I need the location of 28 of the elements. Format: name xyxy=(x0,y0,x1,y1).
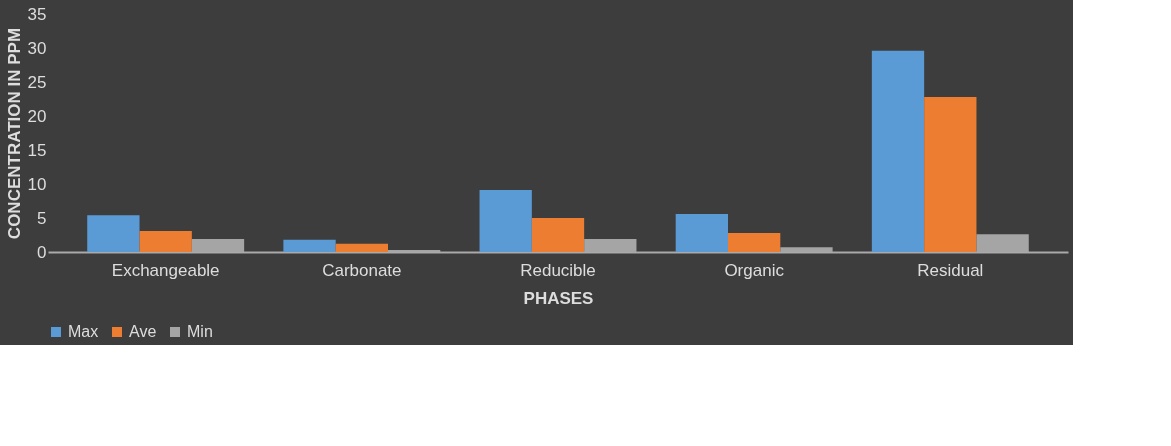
bar xyxy=(728,232,781,252)
bar xyxy=(283,239,336,252)
y-tick-label: 25 xyxy=(27,72,47,92)
legend-label: Max xyxy=(68,323,99,340)
y-tick-label: 0 xyxy=(37,242,47,262)
y-tick-label: 35 xyxy=(27,4,47,24)
x-tick-label: Reducible xyxy=(520,260,596,280)
x-tick-label: Carbonate xyxy=(322,260,402,280)
y-axis-title: CONCENTRATION IN PPM xyxy=(4,27,24,240)
bar xyxy=(531,218,585,252)
y-tick-label: 10 xyxy=(27,174,47,194)
bar xyxy=(479,190,532,252)
bar xyxy=(139,230,192,252)
x-tick-label: Exchangeable xyxy=(111,260,220,280)
y-tick-label: 15 xyxy=(27,140,47,160)
bar xyxy=(675,213,728,252)
x-tick-label: Residual xyxy=(917,260,984,280)
y-tick-label: 5 xyxy=(37,208,47,228)
bar xyxy=(924,96,977,252)
x-tick-label: Organic xyxy=(724,260,785,280)
bar xyxy=(335,243,388,252)
bar xyxy=(871,50,925,252)
x-axis-title: PHASES xyxy=(523,288,594,308)
bar xyxy=(87,215,140,252)
y-tick-label: 30 xyxy=(27,38,47,58)
y-tick-label: 20 xyxy=(27,106,47,126)
legend-label: Min xyxy=(187,323,213,340)
legend-label: Ave xyxy=(129,323,157,340)
